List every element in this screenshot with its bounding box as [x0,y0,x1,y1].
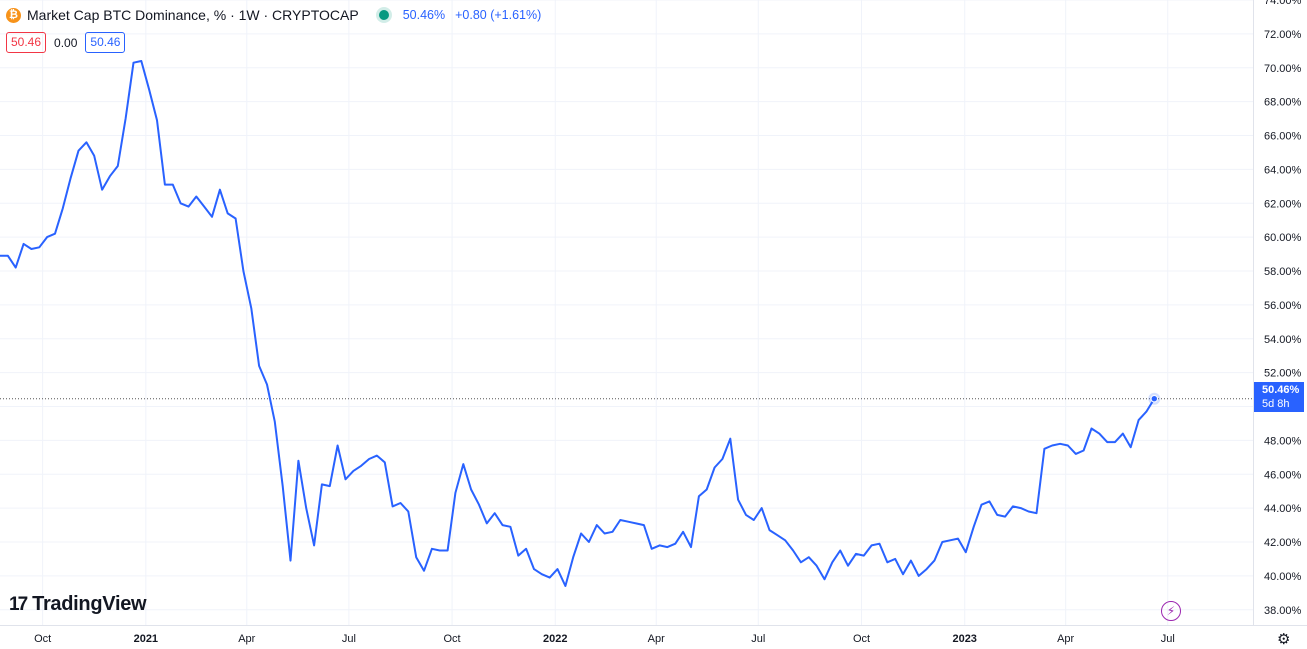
y-tick-label: 42.00% [1264,537,1302,549]
x-tick-label: Apr [238,633,255,645]
bitcoin-icon: ₿ [6,7,21,23]
symbol-title[interactable]: Market Cap BTC Dominance, % · 1W · CRYPT… [27,7,359,23]
x-tick-label: Jul [751,633,765,645]
x-tick-label: Apr [648,633,665,645]
x-tick-label: Jul [342,633,356,645]
gear-icon[interactable]: ⚙ [1277,631,1291,648]
current-price-tag: 50.46% 5d 8h [1254,382,1304,412]
y-tick-label: 60.00% [1264,232,1302,244]
x-tick-label: 2023 [952,633,976,645]
sell-box[interactable]: 50.46 [6,32,47,53]
y-tick-label: 58.00% [1264,266,1302,278]
y-tick-label: 74.00% [1264,0,1302,7]
tradingview-logo[interactable]: 17 TradingView [9,593,147,616]
y-tick-label: 38.00% [1264,605,1302,617]
x-tick-label: Jul [1161,633,1175,645]
x-tick-label: 2022 [543,633,567,645]
buy-box[interactable]: 50.46 [85,32,126,53]
y-tick-label: 72.00% [1264,29,1302,41]
y-tick-label: 62.00% [1264,198,1302,210]
price-axis[interactable]: 38.00%40.00%42.00%44.00%46.00%48.00%50.0… [1264,0,1302,617]
current-point [1150,395,1158,403]
time-axis[interactable]: Oct 2021 Apr Jul Oct 2022 Apr Jul Oct 2023 Apr Jul [34,633,1175,645]
value-change: +0.80 (+1.61%) [455,8,542,22]
last-value: 50.46% [402,8,446,22]
y-tick-label: 48.00% [1264,435,1302,447]
x-tick-label: Apr [1057,633,1074,645]
y-tick-label: 56.00% [1264,300,1302,312]
btc-dominance-line[interactable] [0,60,1156,587]
y-tick-label: 70.00% [1264,63,1302,75]
ohlc-row: 50.46 0.00 50.46 [6,32,126,53]
y-tick-label: 68.00% [1264,97,1302,109]
tradingview-logo-text: TradingView [32,593,147,615]
y-tick-label: 46.00% [1264,469,1302,481]
y-tick-label: 52.00% [1264,368,1302,380]
chart-legend-header: ₿ Market Cap BTC Dominance, % · 1W · CRY… [6,5,541,25]
y-tick-label: 40.00% [1264,571,1302,583]
y-tick-label: 44.00% [1264,503,1302,515]
tradingview-logo-icon: 17 [9,593,28,615]
lightning-icon[interactable]: ⚡ [1161,601,1181,621]
price-tag-value: 50.46% [1262,384,1300,396]
x-tick-label: Oct [853,633,870,645]
y-tick-label: 64.00% [1264,164,1302,176]
grid-lines [0,0,1253,625]
price-tag-countdown: 5d 8h [1262,398,1290,410]
x-tick-label: 2021 [134,633,158,645]
spread-value: 0.00 [54,35,78,50]
y-tick-label: 54.00% [1264,334,1302,346]
x-tick-label: Oct [34,633,51,645]
y-tick-label: 66.00% [1264,131,1302,143]
market-status-icon[interactable] [378,10,389,20]
x-tick-label: Oct [444,633,461,645]
